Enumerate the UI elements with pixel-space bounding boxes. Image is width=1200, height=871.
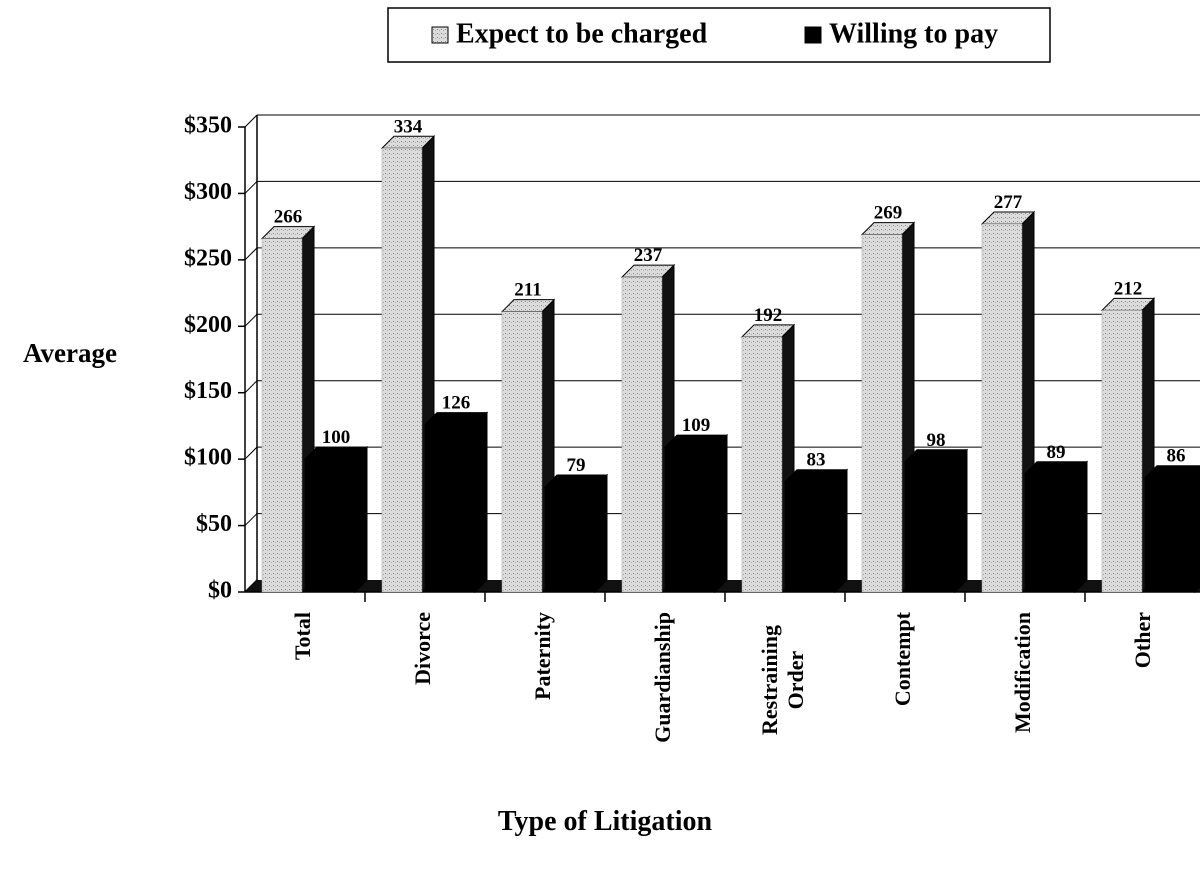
x-tick-label: Divorce xyxy=(410,612,435,685)
data-label: 266 xyxy=(274,207,303,228)
bar xyxy=(663,433,729,594)
x-tick-label: Paternity xyxy=(530,612,555,700)
data-label: 100 xyxy=(322,427,351,448)
bar xyxy=(620,263,676,594)
grid-line xyxy=(244,446,258,460)
bar-front xyxy=(904,461,956,593)
bar-side xyxy=(594,473,608,594)
data-label: 109 xyxy=(682,415,711,436)
bar xyxy=(903,448,969,594)
legend: Expect to be charged Willing to pay xyxy=(431,18,998,49)
bar-front xyxy=(861,234,903,593)
data-label: 211 xyxy=(514,280,541,301)
data-label: 89 xyxy=(1047,442,1066,463)
legend-box xyxy=(387,7,1051,63)
y-tick-label: $50 xyxy=(196,511,232,537)
bar-front xyxy=(501,311,543,593)
legend-label: Expect to be charged xyxy=(456,18,708,49)
bar-side xyxy=(714,433,728,594)
bar-front xyxy=(424,424,476,593)
data-label: 212 xyxy=(1114,278,1143,299)
y-axis-label: Average xyxy=(23,338,117,368)
data-label: 334 xyxy=(394,116,423,137)
grid-line xyxy=(244,114,258,128)
data-label: 98 xyxy=(927,430,946,451)
bar-front xyxy=(381,148,423,593)
bar-front xyxy=(784,481,836,593)
data-label: 237 xyxy=(634,245,663,266)
grid-line xyxy=(244,380,258,394)
data-label: 79 xyxy=(567,455,586,476)
bar xyxy=(783,468,849,594)
y-tick-label: $250 xyxy=(184,245,232,271)
bar-front xyxy=(664,446,716,593)
bar-side xyxy=(354,445,368,594)
grid-line xyxy=(244,313,258,327)
x-tick-label: Total xyxy=(290,612,315,660)
bar-front xyxy=(1024,473,1076,593)
grid-line xyxy=(244,247,258,261)
bar-front xyxy=(304,458,356,593)
y-tick-label: $200 xyxy=(184,312,232,338)
x-tick-label: Guardianship xyxy=(650,612,675,743)
x-tick-label: Other xyxy=(1130,612,1155,668)
legend-swatch xyxy=(431,26,449,44)
data-label: 126 xyxy=(442,393,471,414)
bar xyxy=(1023,460,1089,594)
bar-side xyxy=(1194,472,1200,594)
y-tick-label: $0 xyxy=(208,578,232,604)
bar-front xyxy=(1101,310,1143,593)
x-tick-label: Modification xyxy=(1010,612,1035,733)
bar-front xyxy=(544,486,596,593)
x-axis-label: Type of Litigation xyxy=(498,806,713,837)
bar-side xyxy=(474,411,488,594)
bar-front xyxy=(1144,477,1196,593)
legend-label: Willing to pay xyxy=(829,18,998,49)
grid-line xyxy=(244,181,258,194)
bar-front xyxy=(261,238,303,593)
x-tick-label: RestrainingOrder xyxy=(757,625,808,735)
bar xyxy=(423,411,489,594)
x-tick-label: Contempt xyxy=(890,611,915,706)
data-label: 269 xyxy=(874,203,903,224)
bar xyxy=(1143,465,1200,594)
bar-side xyxy=(1074,460,1088,594)
bar-side xyxy=(954,448,968,594)
bar xyxy=(303,445,369,594)
bar-side xyxy=(834,468,848,594)
y-tick-label: $350 xyxy=(184,113,232,139)
data-label: 83 xyxy=(807,450,826,471)
data-label: 192 xyxy=(754,305,783,326)
data-label: 277 xyxy=(994,192,1023,213)
grid-line xyxy=(244,513,258,526)
y-tick-label: $150 xyxy=(184,378,232,404)
y-tick-label: $300 xyxy=(184,179,232,205)
bar-front xyxy=(741,336,783,593)
legend-swatch xyxy=(804,26,822,44)
data-label: 86 xyxy=(1167,446,1186,467)
bar-front xyxy=(981,223,1023,593)
bar-front xyxy=(621,276,663,593)
y-tick-label: $100 xyxy=(184,445,232,471)
bar xyxy=(543,473,609,594)
back-wall xyxy=(244,115,258,593)
